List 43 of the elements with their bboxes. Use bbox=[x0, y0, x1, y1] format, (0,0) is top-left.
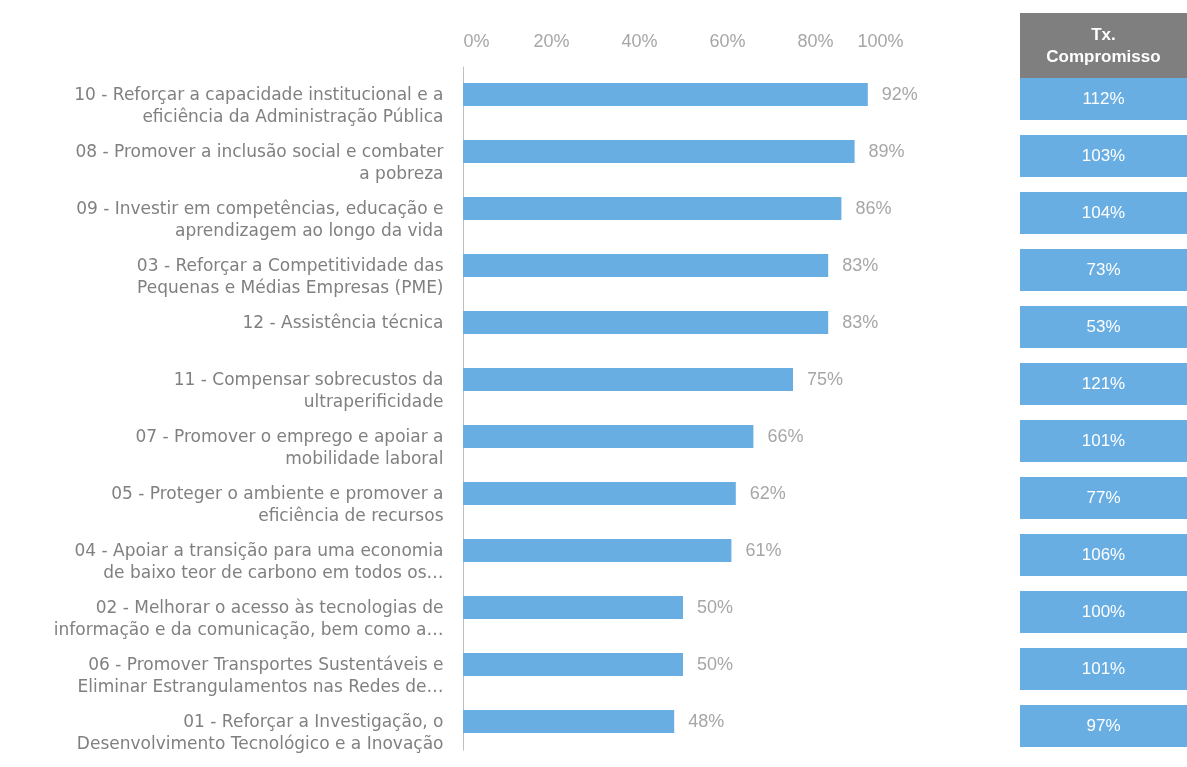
data-label: 50% bbox=[697, 653, 734, 674]
text: 101% bbox=[1020, 419, 1187, 462]
text: 103% bbox=[1020, 134, 1187, 177]
text: 121% bbox=[1020, 362, 1187, 405]
x-tick-label: 40% bbox=[621, 30, 658, 51]
y-tick-label: 04 - Apoiar a transição para uma economia de baixo teor de carbono em todos os… bbox=[74, 539, 444, 582]
text: 112% bbox=[1020, 77, 1187, 120]
y-tick-label: 12 - Assistência técnica bbox=[242, 311, 444, 332]
data-label: 61% bbox=[745, 539, 782, 560]
data-label: 83% bbox=[842, 311, 879, 332]
data-label: 86% bbox=[855, 197, 892, 218]
data-label: 92% bbox=[881, 83, 918, 104]
x-tick-label: 60% bbox=[709, 30, 746, 51]
text: 101% bbox=[1020, 647, 1187, 690]
y-tick-label: 09 - Investir em competências, educação e aprendizagem ao longo da vida bbox=[76, 197, 444, 240]
text: 73% bbox=[1020, 248, 1187, 291]
data-label: 48% bbox=[688, 710, 725, 731]
x-tick-label: 0% bbox=[463, 30, 490, 51]
y-tick-label: 06 - Promover Transportes Sustentáveis e Eliminar Estrangulamentos nas Redes de… bbox=[77, 653, 444, 696]
y-tick-label: 07 - Promover o emprego e apoiar a mobilidade laboral bbox=[135, 425, 444, 468]
data-label: 62% bbox=[749, 482, 786, 503]
data-label: 75% bbox=[807, 368, 844, 389]
text: 77% bbox=[1020, 476, 1187, 519]
text: 53% bbox=[1020, 305, 1187, 348]
y-tick-label: 10 - Reforçar a capacidade institucional e a eficiência da Administração Pública bbox=[74, 83, 444, 126]
y-tick-label: 08 - Promover a inclusão social e combater a pobreza bbox=[75, 140, 444, 183]
y-tick-label: 02 - Melhorar o acesso às tecnologias de informação e da comunicação, bem como a… bbox=[53, 596, 444, 639]
y-tick-label: 01 - Reforçar a Investigação, o Desenvolvimento Tecnológico e a Inovação bbox=[76, 710, 444, 753]
data-label: 66% bbox=[767, 425, 804, 446]
y-tick-label: 11 - Compensar sobrecustos da ultraperificidade bbox=[173, 368, 444, 411]
text: Tx. Compromisso bbox=[1020, 13, 1187, 78]
y-tick-label: 03 - Reforçar a Competitividade das Pequenas e Médias Empresas (PME) bbox=[136, 254, 444, 297]
data-label: 83% bbox=[842, 254, 879, 275]
text: 104% bbox=[1020, 191, 1187, 234]
text: 100% bbox=[1020, 590, 1187, 633]
x-tick-label: 80% bbox=[797, 30, 834, 51]
y-tick-label: 05 - Proteger o ambiente e promover a eficiência de recursos bbox=[111, 482, 444, 525]
x-tick-label: 20% bbox=[533, 30, 570, 51]
text: 106% bbox=[1020, 533, 1187, 576]
x-tick-label: 100% bbox=[857, 30, 904, 51]
data-label: 50% bbox=[697, 596, 734, 617]
text: 97% bbox=[1020, 704, 1187, 747]
data-label: 89% bbox=[868, 140, 905, 161]
